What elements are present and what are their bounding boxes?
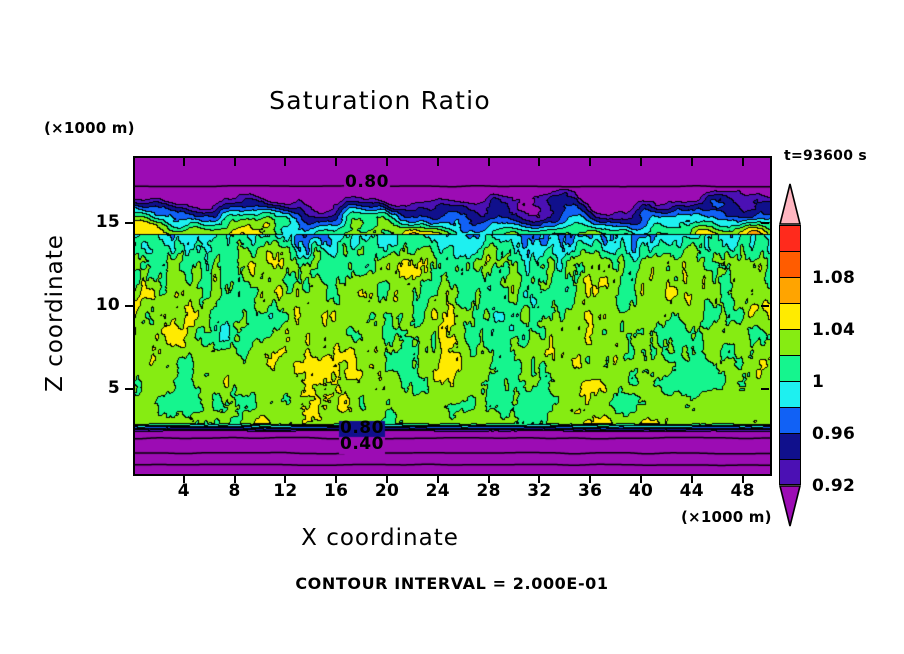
x-axis-tick-label: 36 [578, 481, 603, 501]
plot-area [133, 156, 772, 476]
x-axis-tick-label: 24 [425, 481, 450, 501]
x-axis-tick [538, 158, 541, 166]
x-axis-units-label: (×1000 m) [681, 508, 772, 526]
x-axis-tick [233, 158, 236, 166]
x-axis-tick [284, 158, 287, 166]
x-axis-tick [741, 158, 744, 166]
x-axis-tick [640, 474, 642, 483]
saturation-field-canvas [135, 158, 770, 474]
x-axis-tick-label: 32 [527, 481, 552, 501]
x-axis-tick [538, 474, 541, 483]
x-axis-tick [335, 474, 338, 483]
x-axis-tick [284, 474, 287, 483]
x-axis-tick [182, 158, 185, 166]
x-axis-tick [386, 474, 388, 483]
colorbar-cell [779, 251, 801, 277]
x-axis-tick-label: 8 [228, 481, 241, 501]
contour-line-label: 0.80 [340, 418, 384, 438]
x-axis-tick-label: 12 [273, 481, 298, 501]
x-axis-tick [589, 158, 592, 166]
y-axis-title: Z coordinate [42, 234, 68, 392]
colorbar-cell [779, 329, 801, 355]
colorbar-cell [779, 381, 801, 407]
colorbar-top-arrow-icon [779, 183, 801, 225]
x-axis-tick [690, 474, 693, 483]
y-axis-tick-label: 10 [95, 294, 120, 315]
x-axis-tick [386, 158, 388, 166]
x-axis-tick-label: 44 [679, 481, 704, 501]
colorbar-cell [779, 303, 801, 329]
x-axis-tick [690, 158, 693, 166]
y-axis-tick [125, 304, 134, 307]
x-axis-tick [335, 158, 338, 166]
y-axis-tick [761, 221, 769, 224]
z-axis-units-label: (×1000 m) [44, 119, 135, 137]
x-axis-tick-label: 28 [476, 481, 501, 501]
colorbar-tick-label: 1 [812, 372, 825, 392]
y-axis-tick-label: 15 [95, 211, 120, 232]
y-axis-tick [125, 221, 134, 224]
page-title: Saturation Ratio [269, 86, 491, 115]
colorbar [779, 225, 801, 485]
x-axis-tick [436, 474, 439, 483]
x-axis-title: X coordinate [301, 525, 459, 551]
x-axis-tick [182, 474, 185, 483]
colorbar-cell [779, 355, 801, 381]
colorbar-cell [779, 459, 801, 485]
colorbar-tick-label: 0.92 [812, 476, 856, 496]
x-axis-tick-label: 48 [730, 481, 755, 501]
colorbar-tick-label: 1.04 [812, 320, 856, 340]
x-axis-tick [233, 474, 236, 483]
x-axis-tick-label: 20 [374, 481, 400, 501]
colorbar-cell [779, 433, 801, 459]
contour-line-label: 0.80 [345, 172, 389, 192]
x-axis-tick-label: 40 [628, 481, 654, 501]
y-axis-tick [761, 304, 769, 307]
x-axis-tick [487, 474, 490, 483]
x-axis-tick [640, 158, 642, 166]
colorbar-cell [779, 277, 801, 303]
x-axis-tick [589, 474, 592, 483]
x-axis-tick [487, 158, 490, 166]
y-axis-tick [125, 387, 134, 390]
contour-line-label: 0.40 [340, 434, 384, 454]
colorbar-bottom-arrow-icon [779, 485, 801, 527]
x-axis-tick-label: 16 [324, 481, 349, 501]
colorbar-cell [779, 225, 801, 251]
y-axis-tick-label: 5 [107, 377, 120, 398]
x-axis-tick [741, 474, 744, 483]
colorbar-cell [779, 407, 801, 433]
x-axis-tick [436, 158, 439, 166]
x-axis-tick-label: 4 [177, 481, 190, 501]
colorbar-tick-label: 0.96 [812, 424, 856, 444]
time-stamp-label: t=93600 s [784, 148, 868, 164]
colorbar-tick-label: 1.08 [812, 268, 856, 288]
contour-interval-caption: CONTOUR INTERVAL = 2.000E-01 [295, 574, 609, 593]
y-axis-tick [761, 387, 769, 390]
